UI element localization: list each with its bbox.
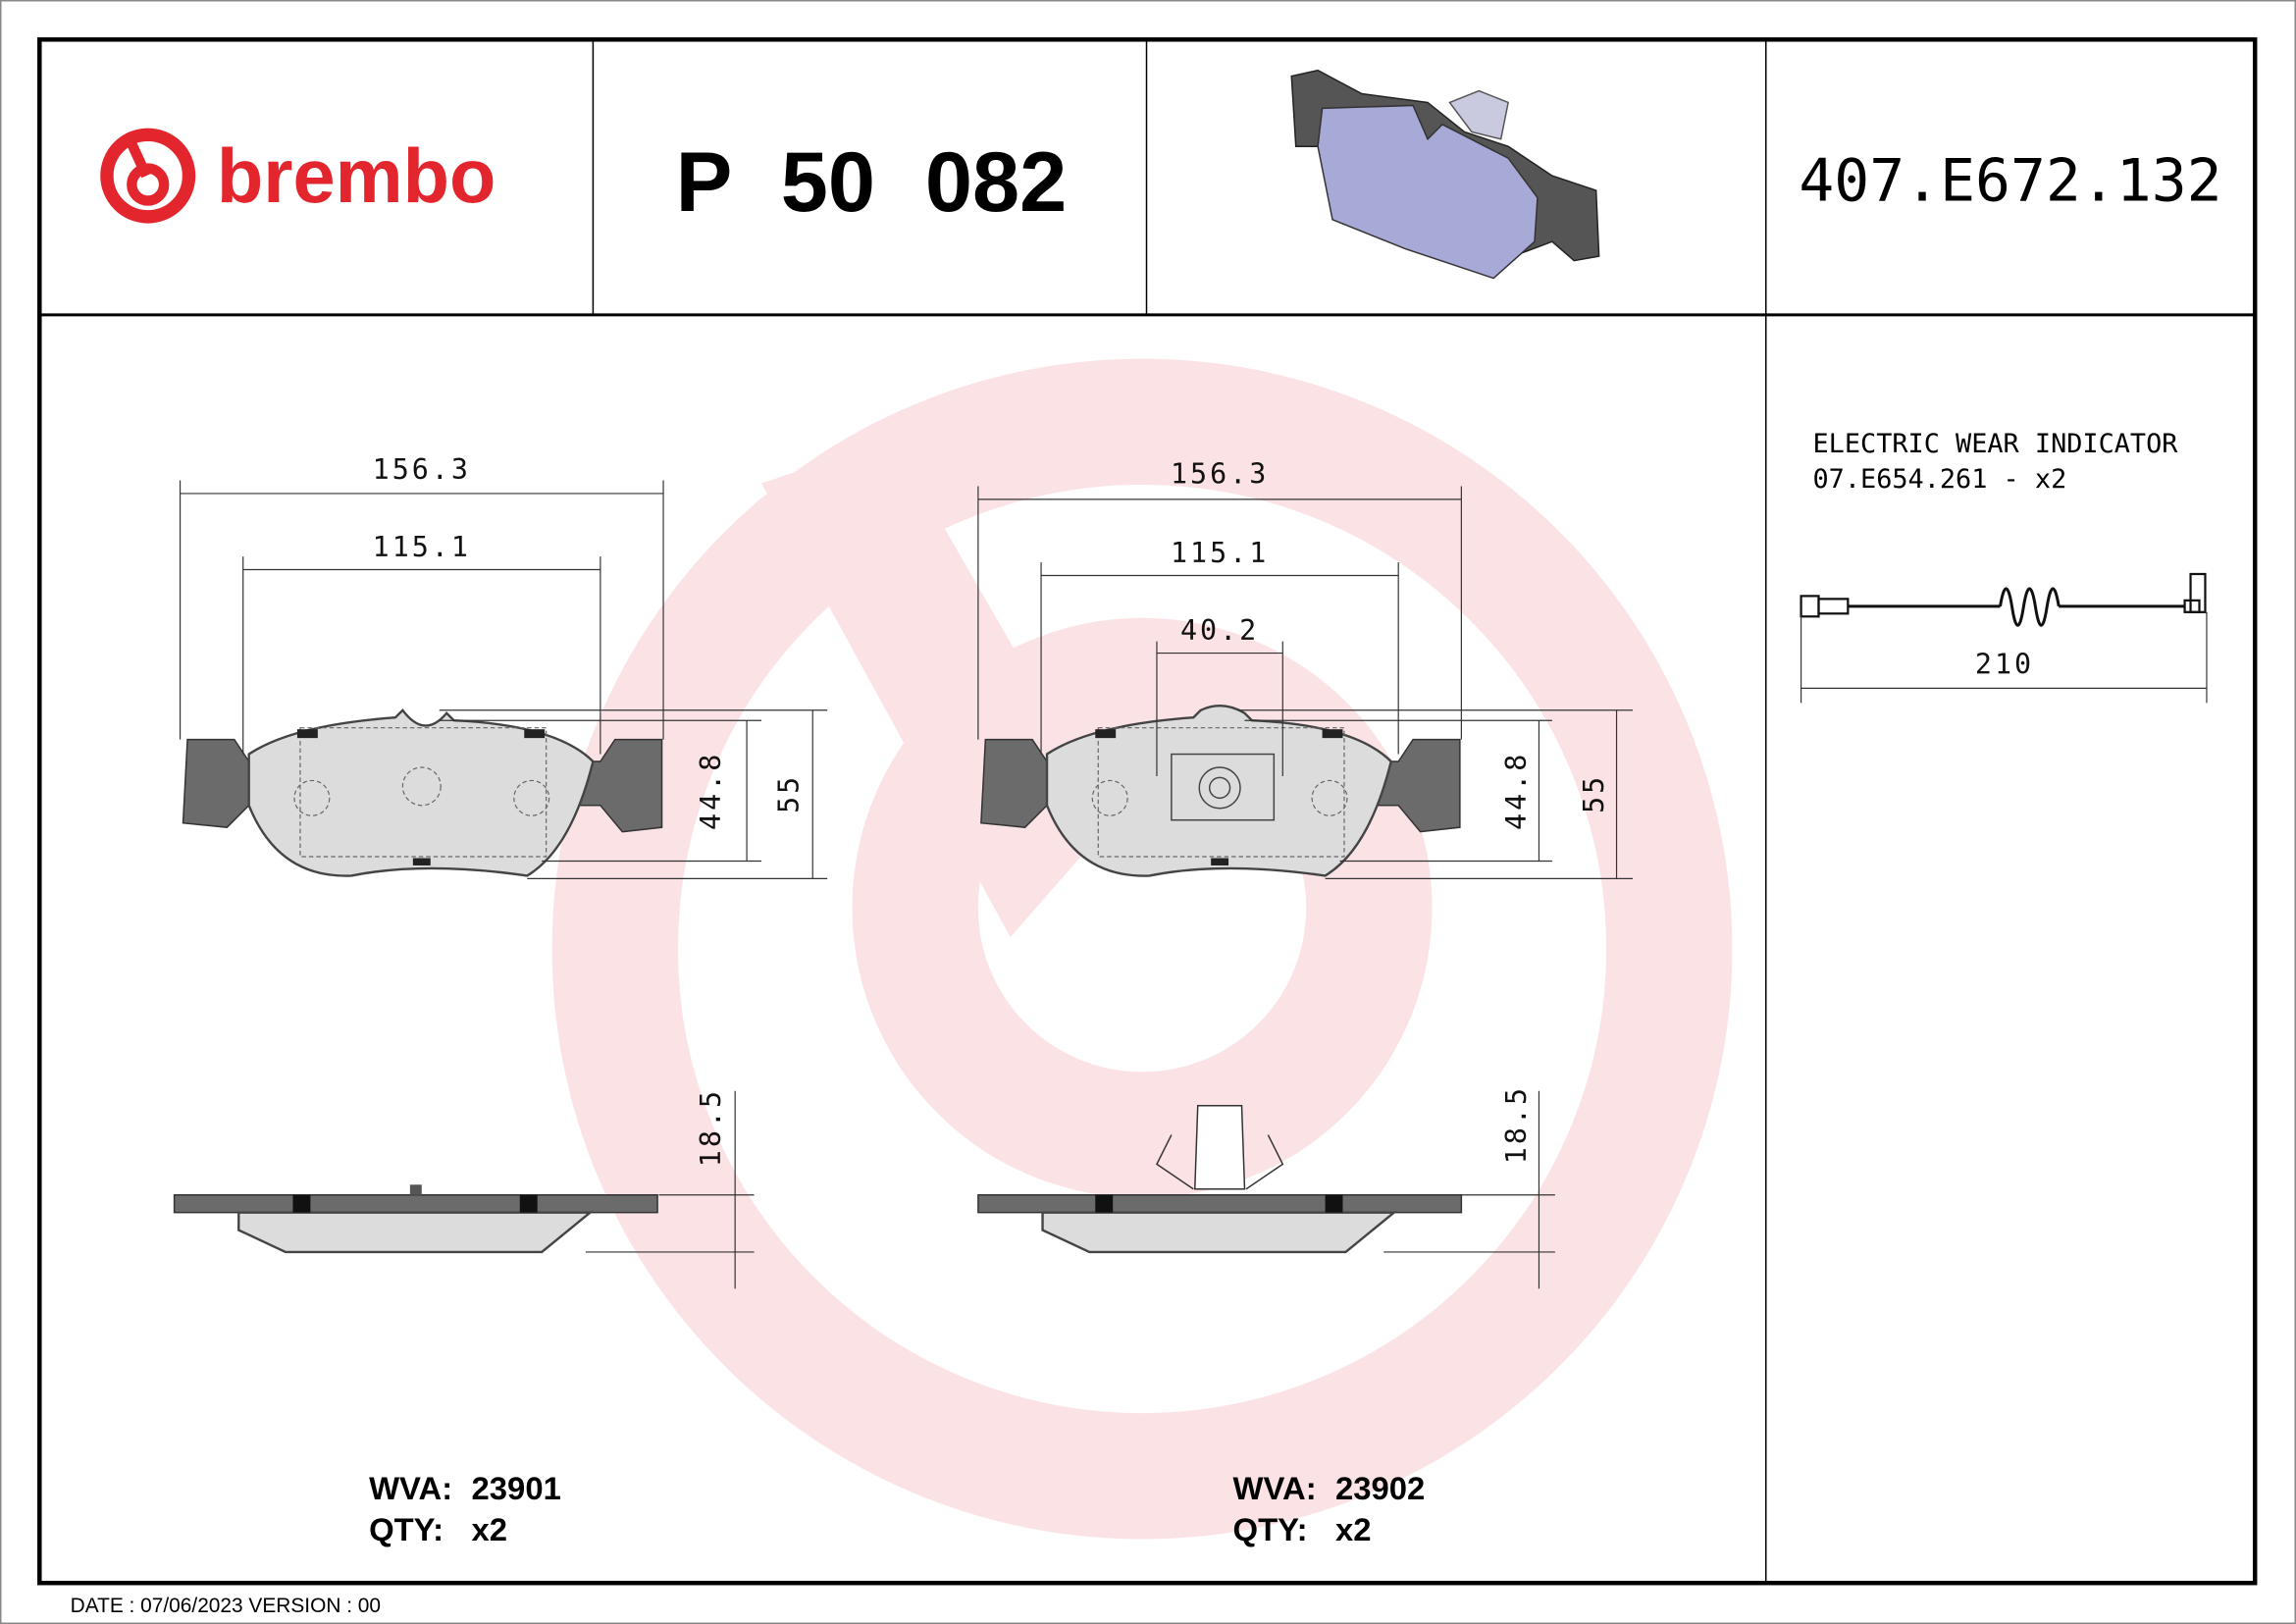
dimension-width-overall: 156.3 <box>373 453 471 486</box>
wva-label: WVA: <box>1233 1470 1317 1506</box>
reference-code: 407.E672.132 <box>1799 147 2221 215</box>
wva-value: 23901 <box>472 1470 561 1506</box>
pad-side-view-left <box>173 1184 658 1254</box>
dimension-lines-left <box>179 480 828 1289</box>
dimension-thickness: 18.5 <box>695 1088 727 1167</box>
wear-indicator-code: 07.E654.261 - x2 <box>1813 464 2067 495</box>
qty-label: QTY: <box>369 1511 444 1547</box>
dimension-thickness: 18.5 <box>1500 1085 1533 1164</box>
pad-front-view-right <box>980 705 1461 877</box>
dimension-height-overall: 55 <box>1578 774 1610 813</box>
qty-value: x2 <box>472 1511 508 1547</box>
dimension-width-overall: 156.3 <box>1171 457 1269 490</box>
brand-name: brembo <box>217 134 496 219</box>
dimension-width-inner: 115.1 <box>373 531 471 563</box>
pad-side-view-right <box>977 1104 1463 1254</box>
part-number: P 50 082 <box>676 135 1068 230</box>
wva-value: 23902 <box>1335 1470 1425 1506</box>
date-version: DATE : 07/06/2023 VERSION : 00 <box>71 1595 381 1617</box>
dimension-lines-right <box>977 486 1633 1289</box>
dimension-height-inner: 44.8 <box>1500 752 1533 830</box>
dimension-height-overall: 55 <box>772 774 805 813</box>
brake-pad-3d-image <box>1290 69 1600 280</box>
wear-indicator-length: 210 <box>1975 648 2034 680</box>
dimension-height-inner: 44.8 <box>695 752 727 830</box>
pad-front-view-left <box>182 707 663 877</box>
brembo-logo: brembo <box>100 128 496 224</box>
wear-indicator-cable-drawing <box>1800 572 2208 704</box>
wear-indicator-title: ELECTRIC WEAR INDICATOR <box>1813 429 2179 459</box>
dimension-width-inner: 115.1 <box>1171 537 1269 569</box>
qty-value: x2 <box>1335 1511 1372 1547</box>
dimension-sensor-width: 40.2 <box>1180 614 1259 647</box>
qty-label: QTY: <box>1233 1511 1308 1547</box>
wva-label: WVA: <box>369 1470 452 1506</box>
